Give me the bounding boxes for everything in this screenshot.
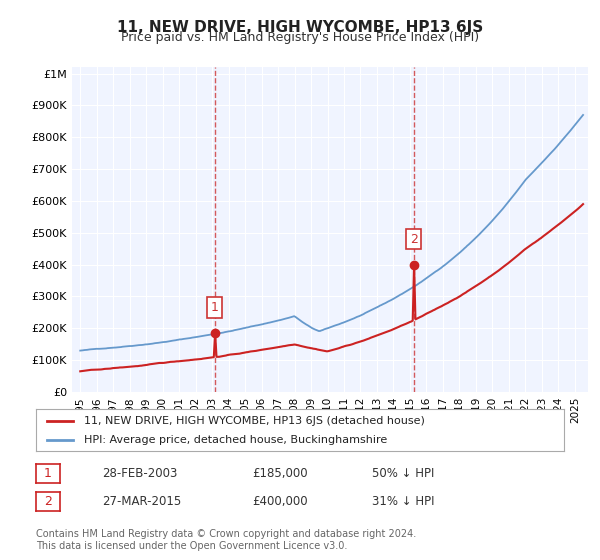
Text: 50% ↓ HPI: 50% ↓ HPI (372, 466, 434, 480)
Text: Price paid vs. HM Land Registry's House Price Index (HPI): Price paid vs. HM Land Registry's House … (121, 31, 479, 44)
Text: 11, NEW DRIVE, HIGH WYCOMBE, HP13 6JS: 11, NEW DRIVE, HIGH WYCOMBE, HP13 6JS (117, 20, 483, 35)
Text: £185,000: £185,000 (252, 466, 308, 480)
Text: 2: 2 (44, 495, 52, 508)
Text: 27-MAR-2015: 27-MAR-2015 (102, 494, 181, 508)
Text: 11, NEW DRIVE, HIGH WYCOMBE, HP13 6JS (detached house): 11, NEW DRIVE, HIGH WYCOMBE, HP13 6JS (d… (83, 417, 424, 426)
Text: 2: 2 (410, 232, 418, 246)
Text: £400,000: £400,000 (252, 494, 308, 508)
Text: 1: 1 (44, 467, 52, 480)
Text: HPI: Average price, detached house, Buckinghamshire: HPI: Average price, detached house, Buck… (83, 435, 387, 445)
Text: Contains HM Land Registry data © Crown copyright and database right 2024.
This d: Contains HM Land Registry data © Crown c… (36, 529, 416, 551)
Text: 1: 1 (211, 301, 218, 314)
Text: 31% ↓ HPI: 31% ↓ HPI (372, 494, 434, 508)
Text: 28-FEB-2003: 28-FEB-2003 (102, 466, 178, 480)
